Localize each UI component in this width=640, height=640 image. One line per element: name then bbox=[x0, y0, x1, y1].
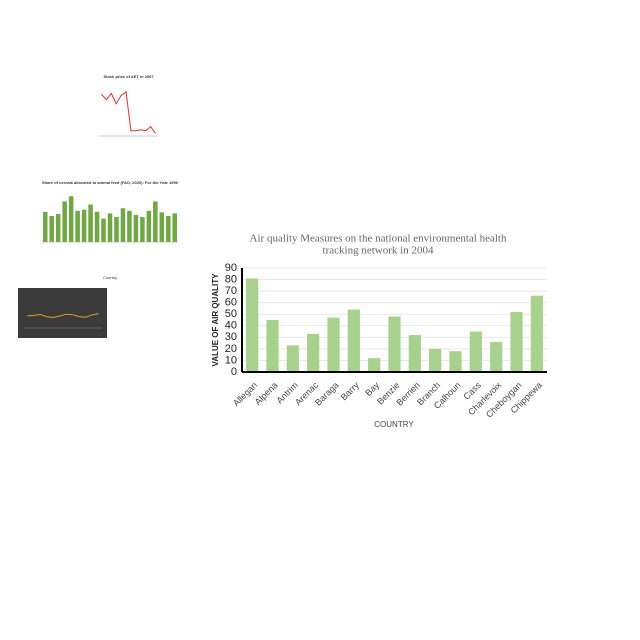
bar bbox=[408, 335, 421, 372]
bar bbox=[429, 348, 442, 372]
thumb-bar bbox=[146, 210, 152, 242]
thumb-bar bbox=[172, 213, 178, 242]
y-tick-label: 20 bbox=[225, 343, 237, 355]
bar bbox=[286, 345, 299, 372]
thumb-bar bbox=[88, 204, 93, 242]
thumb-bar bbox=[153, 201, 158, 242]
thumb-bar bbox=[133, 214, 139, 242]
bar bbox=[530, 295, 543, 372]
thumb-bar bbox=[166, 216, 171, 242]
dark-chart-bg bbox=[18, 288, 107, 338]
bar bbox=[368, 358, 381, 372]
y-tick-label: 90 bbox=[225, 262, 237, 274]
thumb-bar bbox=[55, 213, 61, 242]
bar bbox=[246, 278, 259, 372]
thumb-bar bbox=[94, 211, 100, 242]
bar bbox=[307, 333, 320, 372]
y-tick-label: 10 bbox=[225, 354, 237, 366]
thumb-bar bbox=[62, 201, 67, 242]
bar bbox=[490, 341, 503, 372]
y-axis-label: VALUE OF AIR QUALITY bbox=[211, 273, 220, 367]
thumb-bar bbox=[42, 211, 48, 242]
thumb-line bbox=[101, 90, 156, 134]
thumb-title: Share of cereals allocated to animal fee… bbox=[42, 180, 179, 185]
bar bbox=[388, 316, 401, 372]
chart-title-line1: Air quality Measures on the national env… bbox=[250, 233, 507, 245]
y-tick-label: 80 bbox=[225, 273, 237, 285]
y-tick-label: 40 bbox=[225, 320, 237, 332]
thumb-bar bbox=[81, 209, 87, 242]
thumb-x-label: Country bbox=[103, 275, 117, 280]
bar bbox=[347, 309, 360, 372]
bar bbox=[510, 311, 523, 372]
x-tick-label: Alpena bbox=[253, 380, 280, 407]
bar bbox=[469, 331, 482, 372]
bar bbox=[266, 320, 279, 372]
x-tick-label: Barry bbox=[339, 380, 362, 403]
thumb-bar bbox=[114, 217, 119, 242]
chart-title-line2: tracking network in 2004 bbox=[323, 245, 434, 257]
thumb-bar bbox=[68, 196, 74, 242]
thumb-bar bbox=[120, 208, 126, 242]
x-tick-label: Allegan bbox=[231, 380, 259, 408]
thumb-bar bbox=[101, 218, 106, 242]
x-axis-label: COUNTRY bbox=[374, 420, 414, 429]
thumb-bar bbox=[159, 212, 165, 242]
y-tick-label: 50 bbox=[225, 308, 237, 320]
bar bbox=[327, 317, 340, 372]
y-tick-label: 70 bbox=[225, 285, 237, 297]
thumb-bar bbox=[107, 213, 113, 242]
y-tick-label: 0 bbox=[231, 366, 237, 378]
y-tick-label: 60 bbox=[225, 297, 237, 309]
thumb-line bbox=[27, 313, 99, 319]
y-tick-label: 30 bbox=[225, 331, 237, 343]
thumb-title: Stock price of AET in 2007 bbox=[103, 74, 154, 79]
thumb-bar bbox=[127, 210, 132, 242]
thumb-bar bbox=[49, 216, 54, 242]
bar bbox=[449, 351, 462, 372]
thumb-bar bbox=[140, 217, 145, 242]
thumb-bar bbox=[75, 210, 80, 242]
